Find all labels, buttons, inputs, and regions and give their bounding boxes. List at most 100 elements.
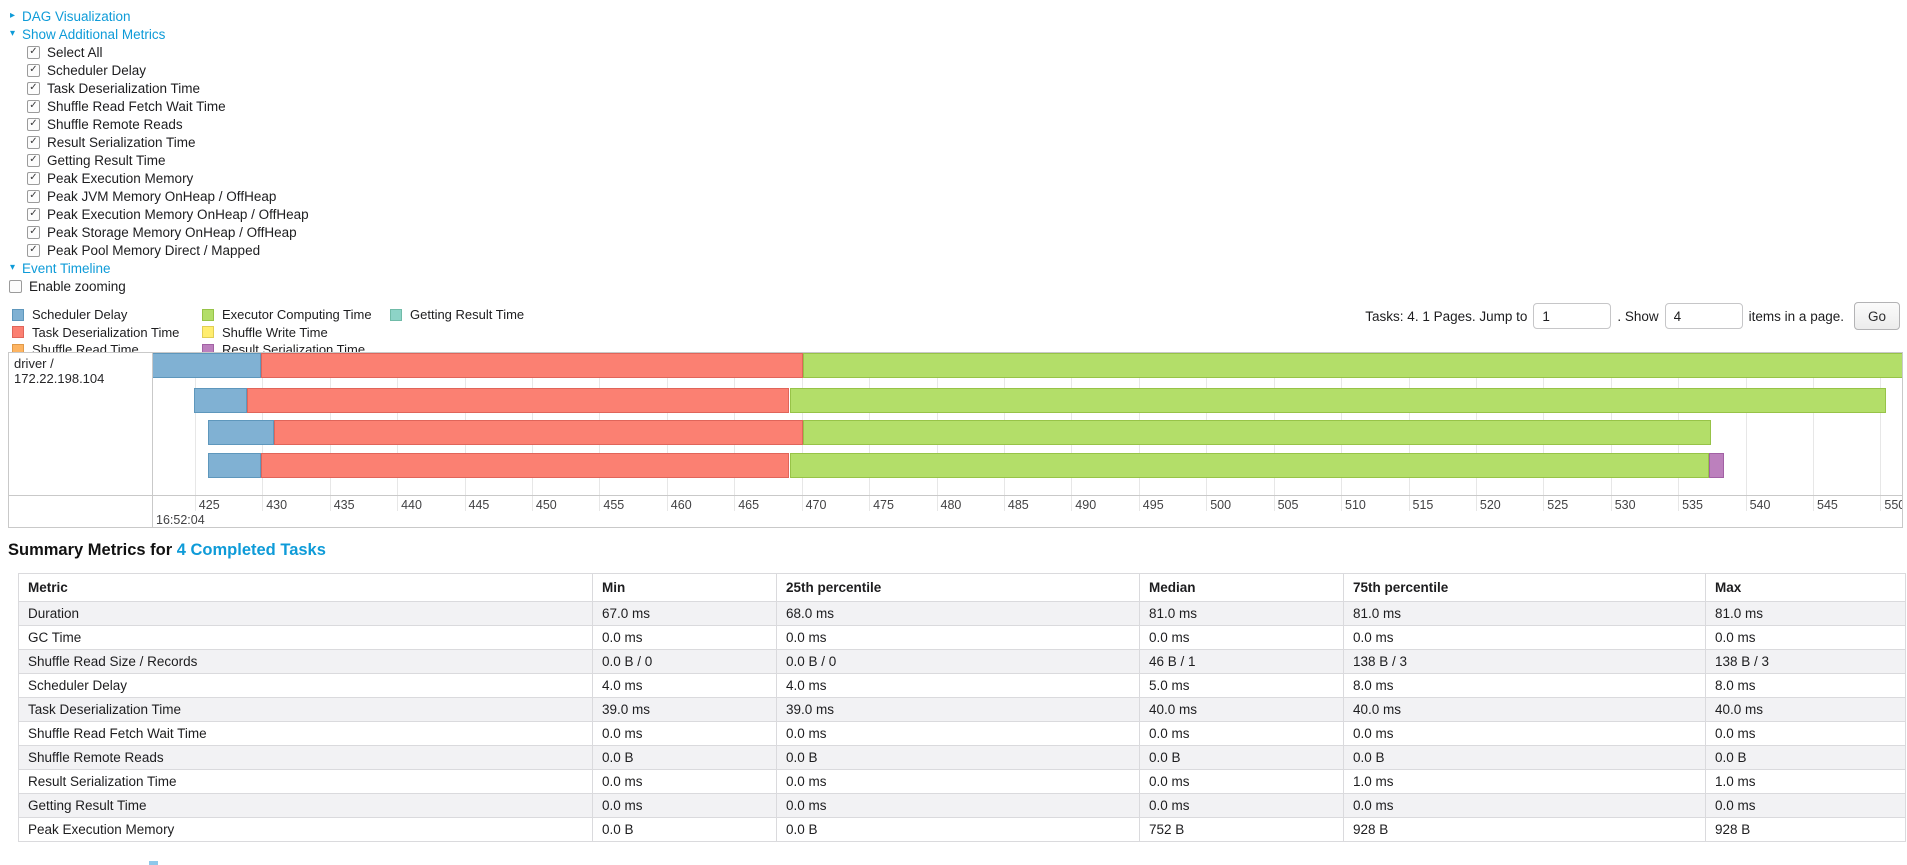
jump-to-page-input[interactable] bbox=[1533, 303, 1612, 329]
metric-checkbox[interactable]: ✓ bbox=[27, 63, 40, 77]
summary-table-row: GC Time 0.0 ms 0.0 ms 0.0 ms 0.0 ms 0.0 ms bbox=[18, 625, 1906, 650]
axis-tick-label: 525 bbox=[1547, 498, 1569, 512]
dag-visualization-row: ▸ DAG Visualization bbox=[8, 7, 309, 25]
items-per-page-input[interactable] bbox=[1664, 303, 1743, 329]
metric-checkbox-row: ✓ Peak Storage Memory OnHeap / OffHeap bbox=[27, 223, 309, 241]
legend-label: Scheduler Delay bbox=[32, 307, 128, 323]
summary-table-row: Peak Execution Memory 0.0 B 0.0 B 752 B 928 … bbox=[18, 817, 1906, 842]
summary-column-header: Max bbox=[1705, 573, 1906, 602]
show-text: . Show bbox=[1617, 308, 1659, 324]
timeline-legend: Scheduler Delay Task Deserialization Time… bbox=[12, 306, 524, 359]
metric-checkbox-row: ✓ Select All bbox=[27, 43, 309, 61]
axis-tick-label: 530 bbox=[1614, 498, 1636, 512]
summary-table-row: Duration 67.0 ms 68.0 ms 81.0 ms 81.0 ms 81.0… bbox=[18, 601, 1906, 626]
event-timeline-chart: driver / 172.22.198.104 425 430 435 440 445 4… bbox=[8, 352, 1903, 528]
metric-value-cell: 4.0 ms bbox=[776, 673, 1140, 698]
task-bar-segment-task_deserialization[interactable] bbox=[260, 353, 803, 378]
go-button[interactable]: Go bbox=[1853, 302, 1900, 330]
metric-value-cell: 0.0 ms bbox=[1343, 721, 1706, 746]
metric-checkbox-row: ✓ Getting Result Time bbox=[27, 151, 309, 169]
task-bar-segment-executor_computing[interactable] bbox=[803, 353, 1902, 378]
axis-tick-label: 435 bbox=[333, 498, 355, 512]
timeline-plot-area: 425 430 435 440 445 450 455 460 465 470 475 480 485 4… bbox=[153, 353, 1902, 527]
task-bar-segment-task_deserialization[interactable] bbox=[274, 420, 803, 445]
task-bar-segment-result_serialization[interactable] bbox=[1709, 453, 1724, 478]
completed-tasks-link[interactable]: 4 Completed Tasks bbox=[176, 541, 326, 559]
metric-value-cell: 0.0 ms bbox=[1343, 793, 1706, 818]
legend-swatch-icon bbox=[202, 308, 214, 321]
metric-value-cell: 0.0 B / 0 bbox=[592, 649, 777, 674]
metric-checkbox-row: ✓ Peak Pool Memory Direct / Mapped bbox=[27, 241, 309, 259]
metric-checkbox[interactable]: ✓ bbox=[27, 153, 40, 167]
metric-checkbox[interactable]: ✓ bbox=[27, 45, 40, 59]
legend-item-task_deserialization: Task Deserialization Time bbox=[12, 324, 202, 342]
axis-tick-label: 540 bbox=[1749, 498, 1771, 512]
summary-table-row: Task Deserialization Time 39.0 ms 39.0 ms 4… bbox=[18, 697, 1906, 722]
task-bar-segment-scheduler_delay[interactable] bbox=[208, 420, 275, 445]
metric-checkbox-label: Shuffle Read Fetch Wait Time bbox=[47, 98, 226, 114]
metric-value-cell: 0.0 ms bbox=[776, 625, 1140, 650]
metric-value-cell: 0.0 B bbox=[776, 817, 1140, 842]
metric-value-cell: 81.0 ms bbox=[1343, 601, 1706, 626]
metric-value-cell: 81.0 ms bbox=[1705, 601, 1906, 626]
metric-value-cell: 0.0 ms bbox=[1705, 793, 1906, 818]
task-bar-segment-scheduler_delay[interactable] bbox=[208, 453, 261, 478]
metric-value-cell: 0.0 B bbox=[1343, 745, 1706, 770]
metric-checkbox[interactable]: ✓ bbox=[27, 117, 40, 131]
metric-checkbox[interactable]: ✓ bbox=[27, 243, 40, 257]
axis-tick-label: 510 bbox=[1345, 498, 1366, 512]
summary-table-row: Shuffle Read Size / Records 0.0 B / 0 0.0 … bbox=[18, 649, 1906, 674]
metric-value-cell: 0.0 B / 0 bbox=[776, 649, 1140, 674]
metric-checkbox-row: ✓ Peak JVM Memory OnHeap / OffHeap bbox=[27, 187, 309, 205]
metric-checkbox[interactable]: ✓ bbox=[27, 135, 40, 149]
axis-tick-label: 480 bbox=[940, 498, 962, 512]
metric-checkbox[interactable]: ✓ bbox=[27, 207, 40, 221]
enable-zooming-checkbox[interactable] bbox=[9, 279, 22, 293]
task-bar-segment-executor_computing[interactable] bbox=[789, 388, 1886, 413]
axis-gridline bbox=[1745, 353, 1747, 511]
axis-tick-label: 500 bbox=[1210, 498, 1232, 512]
metric-checkbox[interactable]: ✓ bbox=[27, 225, 40, 239]
metric-checkbox-label: Peak Execution Memory bbox=[47, 170, 194, 186]
task-bar-segment-executor_computing[interactable] bbox=[789, 453, 1710, 478]
event-timeline-link[interactable]: Event Timeline bbox=[22, 260, 111, 276]
metric-value-cell: 8.0 ms bbox=[1343, 673, 1706, 698]
task-bar-segment-task_deserialization[interactable] bbox=[260, 453, 790, 478]
collapsed-arrow-icon: ▸ bbox=[9, 10, 16, 21]
axis-tick-label: 465 bbox=[738, 498, 760, 512]
dag-visualization-link[interactable]: DAG Visualization bbox=[22, 8, 131, 24]
metric-value-cell: 0.0 ms bbox=[1139, 793, 1344, 818]
summary-table-row: Getting Result Time 0.0 ms 0.0 ms 0.0 ms 0.0… bbox=[18, 793, 1906, 818]
metric-value-cell: 40.0 ms bbox=[1705, 697, 1906, 722]
metric-value-cell: 39.0 ms bbox=[776, 697, 1140, 722]
show-additional-metrics-link[interactable]: Show Additional Metrics bbox=[22, 26, 166, 42]
expanded-arrow-icon: ▾ bbox=[9, 262, 16, 273]
metric-value-cell: 138 B / 3 bbox=[1705, 649, 1906, 674]
metric-value-cell: 0.0 ms bbox=[592, 721, 777, 746]
metric-value-cell: 0.0 B bbox=[1705, 745, 1906, 770]
metric-value-cell: 0.0 ms bbox=[592, 793, 777, 818]
summary-table-row: Shuffle Remote Reads 0.0 B 0.0 B 0.0 B 0.0 B… bbox=[18, 745, 1906, 770]
summary-column-header: 25th percentile bbox=[776, 573, 1140, 602]
stage-view-controls: ▸ DAG Visualization ▾ Show Additional Me… bbox=[8, 7, 309, 295]
task-bar-segment-task_deserialization[interactable] bbox=[247, 388, 790, 413]
axis-tick-label: 440 bbox=[401, 498, 422, 512]
metric-checkbox[interactable]: ✓ bbox=[27, 171, 40, 185]
metric-checkbox[interactable]: ✓ bbox=[27, 81, 40, 95]
metric-checkbox-row: ✓ Peak Execution Memory OnHeap / OffHeap bbox=[27, 205, 309, 223]
task-bar-segment-executor_computing[interactable] bbox=[803, 420, 1711, 445]
axis-tick-label: 485 bbox=[1007, 498, 1029, 512]
task-bar-segment-scheduler_delay[interactable] bbox=[153, 353, 261, 378]
items-in-page-text: items in a page. bbox=[1748, 308, 1844, 324]
legend-item-executor_computing: Executor Computing Time bbox=[202, 306, 390, 324]
legend-item-scheduler_delay: Scheduler Delay bbox=[12, 306, 202, 324]
metric-checkbox[interactable]: ✓ bbox=[27, 189, 40, 203]
summary-table-row: Scheduler Delay 4.0 ms 4.0 ms 5.0 ms 8.0 ms 8… bbox=[18, 673, 1906, 698]
axis-tick-label: 535 bbox=[1682, 498, 1703, 512]
metric-value-cell: 0.0 ms bbox=[1139, 721, 1344, 746]
task-bar-segment-scheduler_delay[interactable] bbox=[193, 388, 248, 413]
metric-value-cell: 40.0 ms bbox=[1139, 697, 1344, 722]
metric-checkbox[interactable]: ✓ bbox=[27, 99, 40, 113]
axis-gridline bbox=[1813, 353, 1814, 511]
